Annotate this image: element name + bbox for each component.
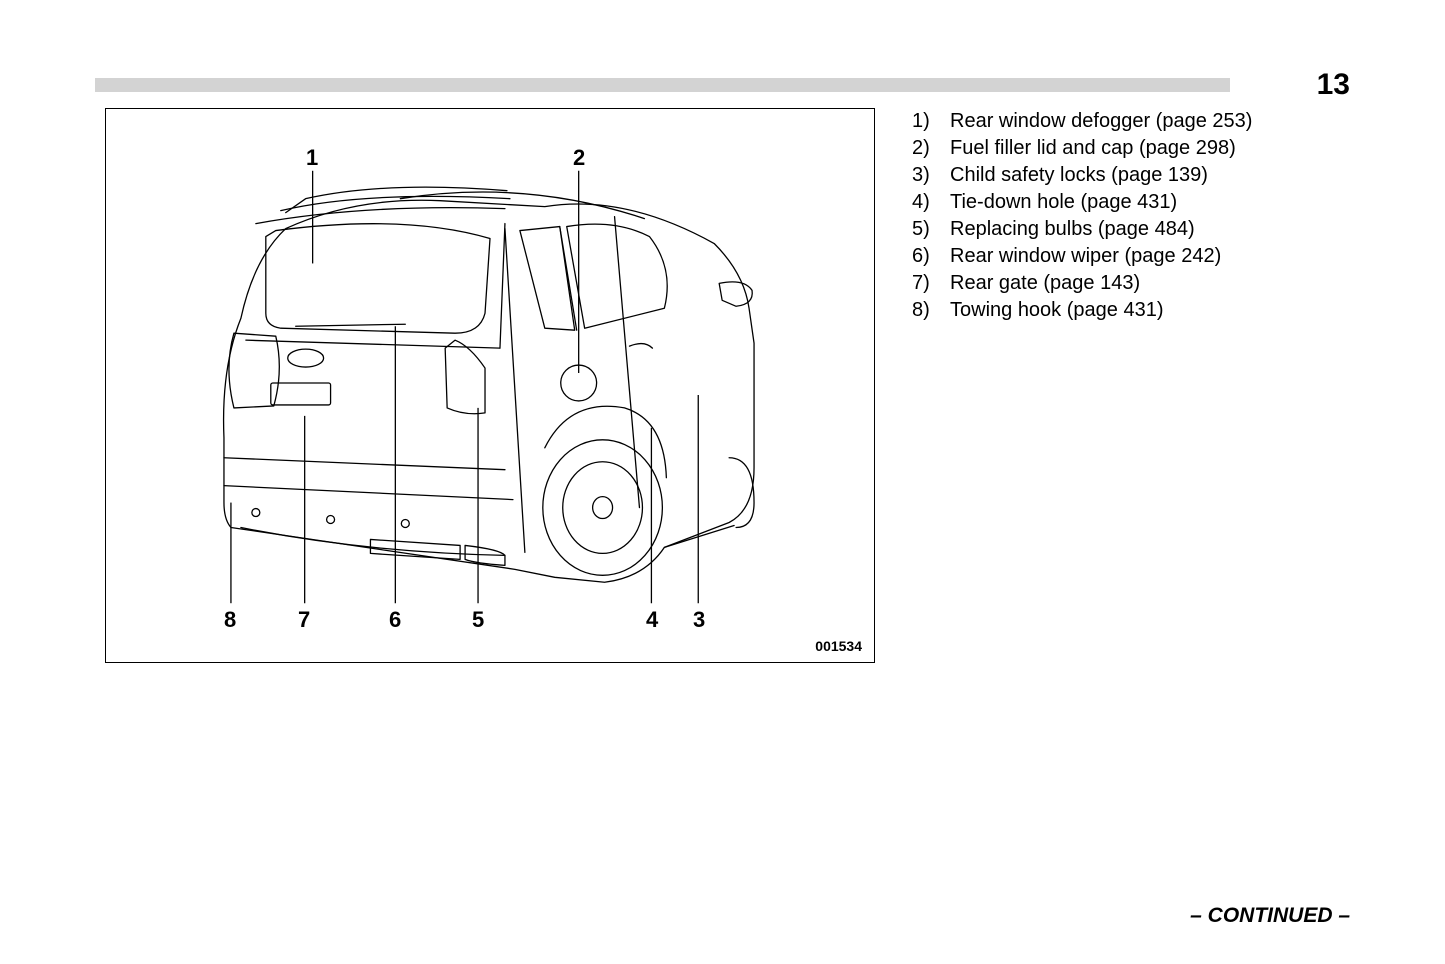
figure-id: 001534 [815,638,862,654]
callout-number: 5 [472,607,484,633]
legend-item: 6)Rear window wiper (page 242) [912,243,1252,270]
legend-num: 3) [912,162,950,189]
legend-item: 2)Fuel filler lid and cap (page 298) [912,135,1252,162]
callout-number: 8 [224,607,236,633]
legend-num: 8) [912,297,950,324]
legend-item: 8)Towing hook (page 431) [912,297,1252,324]
vehicle-diagram [106,109,874,662]
page-number: 13 [1317,68,1350,102]
legend-num: 4) [912,189,950,216]
header-rule [95,78,1230,92]
callout-number: 6 [389,607,401,633]
legend-item: 1)Rear window defogger (page 253) [912,108,1252,135]
legend-text: Fuel filler lid and cap (page 298) [950,135,1236,162]
legend-num: 5) [912,216,950,243]
legend-num: 7) [912,270,950,297]
legend-num: 1) [912,108,950,135]
legend-text: Replacing bulbs (page 484) [950,216,1195,243]
legend-item: 3)Child safety locks (page 139) [912,162,1252,189]
callout-number: 1 [306,145,318,171]
legend-item: 5)Replacing bulbs (page 484) [912,216,1252,243]
legend-item: 7)Rear gate (page 143) [912,270,1252,297]
legend-text: Towing hook (page 431) [950,297,1163,324]
legend-num: 6) [912,243,950,270]
vehicle-diagram-frame: 1 2 8 7 6 5 4 3 001534 [105,108,875,663]
legend-text: Rear gate (page 143) [950,270,1140,297]
legend-list: 1)Rear window defogger (page 253) 2)Fuel… [912,108,1252,324]
callout-number: 4 [646,607,658,633]
continued-label: – CONTINUED – [1190,904,1350,928]
legend-text: Child safety locks (page 139) [950,162,1208,189]
legend-text: Rear window defogger (page 253) [950,108,1252,135]
legend-text: Rear window wiper (page 242) [950,243,1221,270]
callout-number: 7 [298,607,310,633]
legend-text: Tie-down hole (page 431) [950,189,1177,216]
callout-number: 2 [573,145,585,171]
callout-number: 3 [693,607,705,633]
legend-item: 4)Tie-down hole (page 431) [912,189,1252,216]
legend-num: 2) [912,135,950,162]
manual-page: 13 [0,0,1445,964]
